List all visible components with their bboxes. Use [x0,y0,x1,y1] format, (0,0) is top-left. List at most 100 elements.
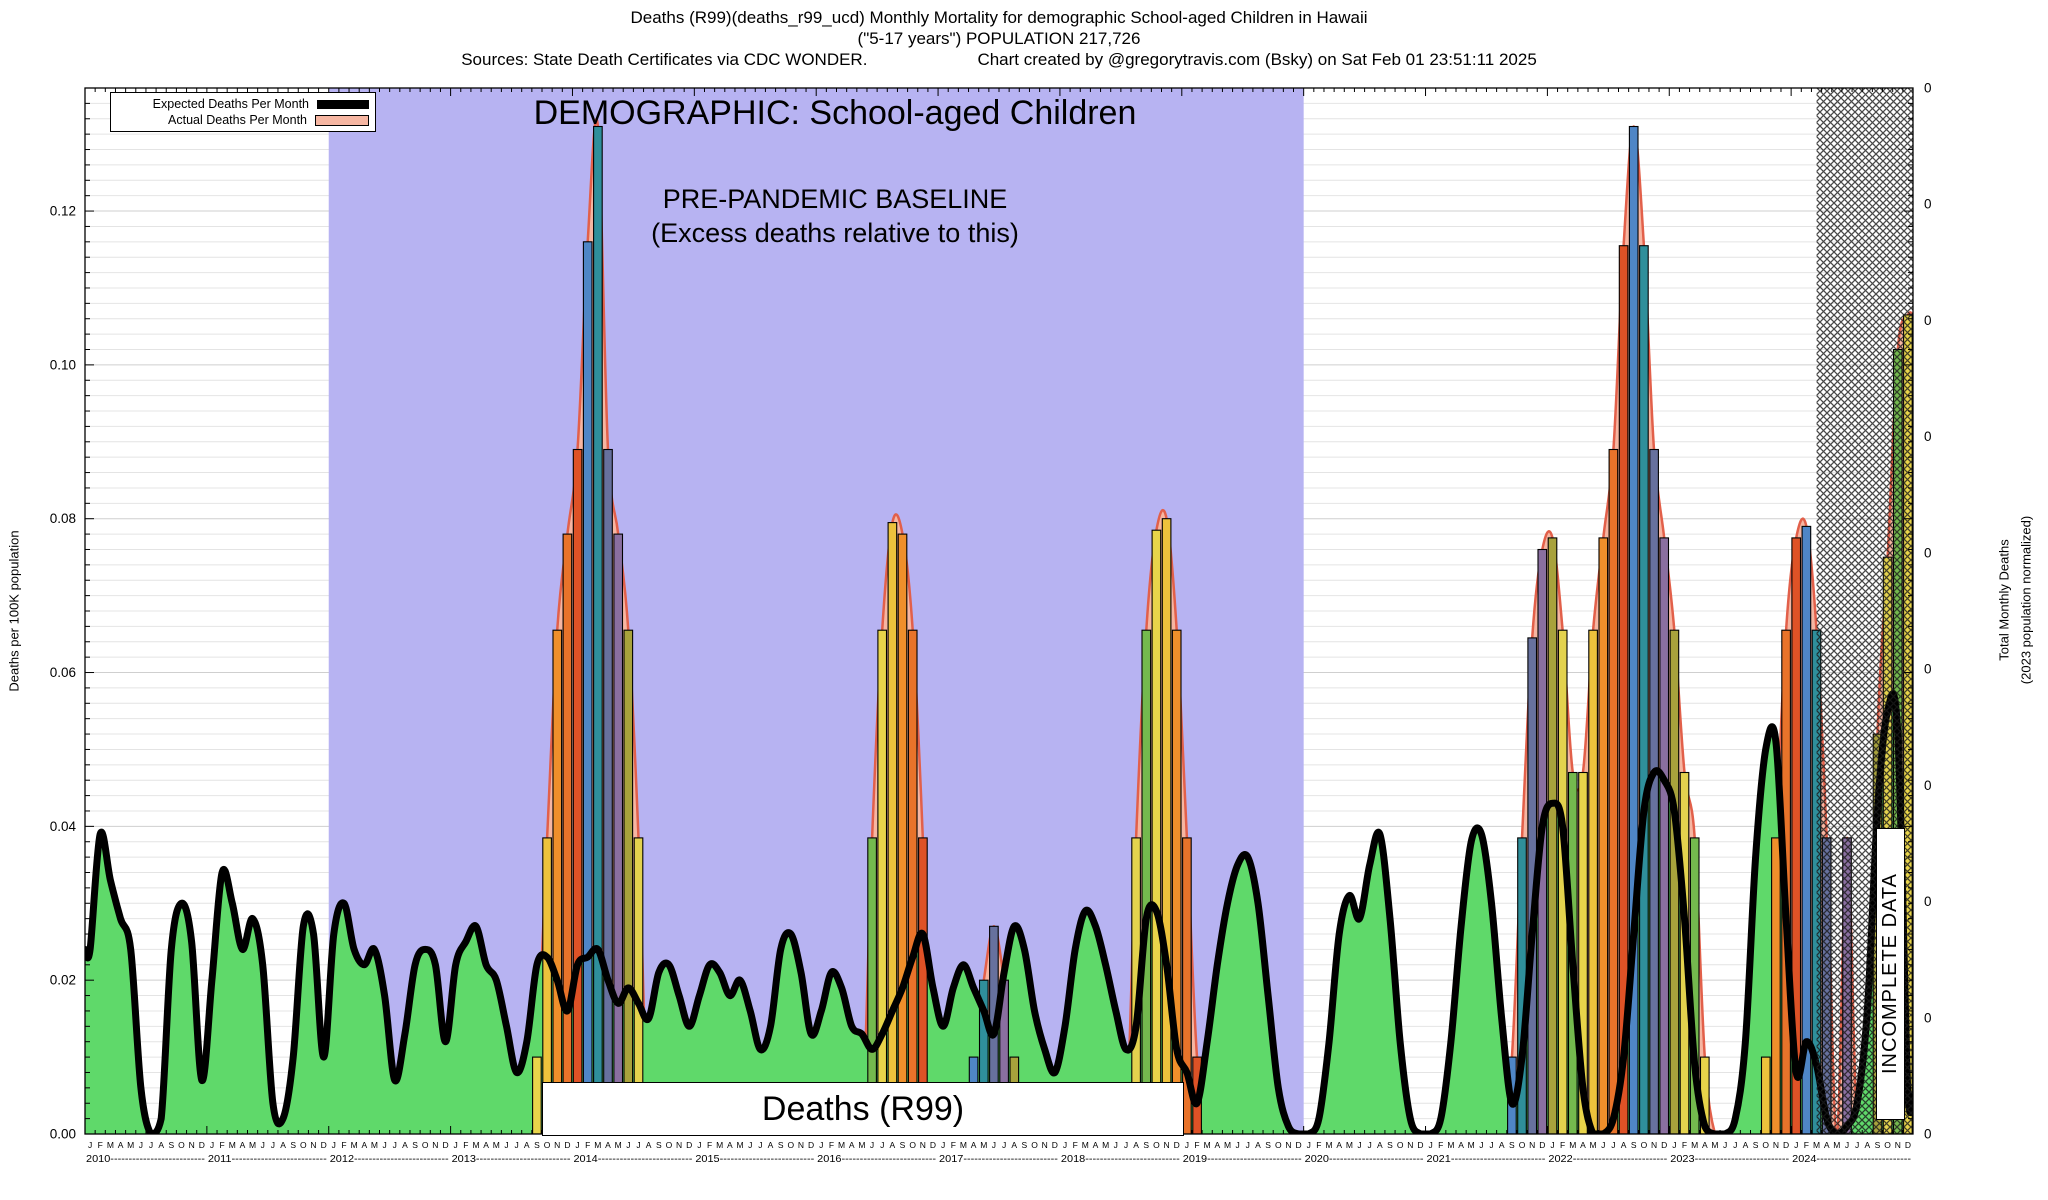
month-letter: M [838,1140,845,1150]
month-letter: A [361,1140,367,1150]
chart-credit: Chart created by @gregorytravis.com (Bsk… [977,50,1537,69]
month-letter: D [930,1140,936,1150]
series-name-box: Deaths (R99) [542,1082,1184,1136]
month-letter: A [768,1140,774,1150]
month-letter: S [1753,1140,1759,1150]
actual-bar [542,837,552,1134]
year-label: 2016-------------------------- [817,1153,936,1165]
actual-bar [1639,245,1649,1134]
month-letter: J [575,1140,579,1150]
y2-axis-tick-label: 0 [1924,778,1932,793]
y2-axis-tick-label: 0 [1924,662,1932,677]
month-letter: F [951,1140,956,1150]
actual-bar [633,837,644,1134]
month-letter: M [1711,1140,1718,1150]
month-letter: F [98,1140,103,1150]
month-letter: A [727,1140,733,1150]
month-letter: S [1875,1140,1881,1150]
annotation-demographic: DEMOGRAPHIC: School-aged Children [533,94,1137,132]
actual-bar [1760,1056,1771,1134]
month-letter: A [1215,1140,1221,1150]
month-letter: M [1204,1140,1211,1150]
month-letter: J [504,1140,508,1150]
month-letter: S [1387,1140,1393,1150]
month-letter: A [971,1140,977,1150]
left-axis-title: Deaths per 100K population [6,530,22,692]
month-letter: S [534,1140,540,1150]
year-label: 2022-------------------------- [1548,1153,1667,1165]
month-letter: M [1813,1140,1820,1150]
year-label: 2024-------------------------- [1792,1153,1911,1165]
actual-bar [877,629,888,1134]
month-letter: N [798,1140,804,1150]
chart-title-line1: Deaths (R99)(deaths_r99_ucd) Monthly Mor… [630,8,1368,27]
month-letter: O [1031,1140,1038,1150]
month-letter: A [483,1140,489,1150]
month-letter: A [1702,1140,1708,1150]
y-axis-tick-label: 0.12 [50,204,76,219]
month-letter: N [1285,1140,1291,1150]
month-letter: N [1773,1140,1779,1150]
legend-actual-label: Actual Deaths Per Month [168,113,307,127]
legend-expected-swatch [317,99,369,109]
month-letter: O [1641,1140,1648,1150]
actual-bar [562,533,573,1134]
month-letter: J [1845,1140,1849,1150]
month-letter: D [442,1140,448,1150]
month-letter: J [271,1140,275,1150]
month-letter: J [1479,1140,1483,1150]
month-letter: A [1336,1140,1342,1150]
month-letter: O [300,1140,307,1150]
y-axis-tick-label: 0.08 [50,511,76,526]
month-letter: N [1651,1140,1657,1150]
month-letter: M [472,1140,479,1150]
month-letter: J [332,1140,336,1150]
month-letter: J [1124,1140,1128,1150]
month-letter: J [210,1140,214,1150]
month-letter: J [626,1140,630,1150]
month-letter: F [1316,1140,1321,1150]
month-letter: J [1733,1140,1737,1150]
month-letter: M [1082,1140,1089,1150]
month-letter: M [1224,1140,1231,1150]
actual-bar [867,837,877,1134]
month-letter: S [1509,1140,1515,1150]
month-letter: O [544,1140,551,1150]
month-letter: M [1326,1140,1333,1150]
month-letter: J [870,1140,874,1150]
month-letter: D [1417,1140,1423,1150]
month-letter: O [787,1140,794,1150]
month-letter: J [1855,1140,1859,1150]
month-letter: N [189,1140,195,1150]
month-letter: O [1153,1140,1160,1150]
y-axis-tick-label: 0.10 [50,357,76,372]
legend-row-actual: Actual Deaths Per Month [117,112,369,128]
month-letter: F [1194,1140,1199,1150]
month-letter: J [88,1140,92,1150]
actual-bar [1791,537,1802,1134]
month-letter: J [1601,1140,1605,1150]
month-letter: A [1580,1140,1586,1150]
actual-bar [623,629,634,1134]
month-letter: A [849,1140,855,1150]
right-axis-title-line2: (2023 population normalized) [2018,515,2034,685]
actual-bar [1182,837,1192,1134]
month-letter: O [178,1140,185,1150]
actual-bar [1171,629,1182,1134]
legend: Expected Deaths Per Month Actual Deaths … [110,92,376,132]
month-letter: M [127,1140,134,1150]
month-letter: S [1022,1140,1028,1150]
month-letter: S [778,1140,784,1150]
y2-axis-tick-label: 0 [1924,1127,1932,1142]
month-letter: M [615,1140,622,1150]
month-letter: J [1794,1140,1798,1150]
month-letter: M [1691,1140,1698,1150]
month-letter: F [341,1140,346,1150]
actual-bar [1578,771,1588,1134]
actual-bar [1771,837,1781,1134]
month-letter: A [1499,1140,1505,1150]
plot-area [85,88,1913,1134]
month-letter: D [1661,1140,1667,1150]
month-letter: F [463,1140,468,1150]
